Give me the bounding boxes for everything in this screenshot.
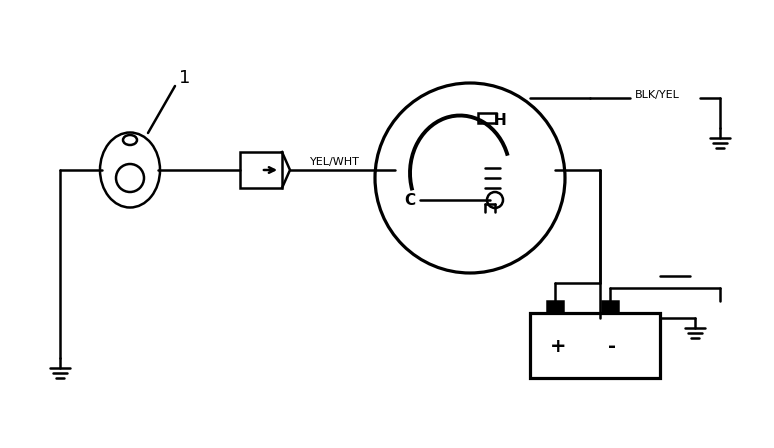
- Bar: [240, 152, 282, 188]
- Text: C: C: [405, 193, 416, 207]
- Text: H: H: [494, 112, 506, 128]
- Text: -: -: [608, 336, 616, 356]
- Text: YEL/WHT: YEL/WHT: [310, 157, 360, 167]
- Text: +: +: [550, 336, 567, 356]
- Bar: [530, 313, 660, 378]
- Text: BLK/YEL: BLK/YEL: [635, 90, 680, 100]
- Bar: [547, 301, 563, 313]
- Bar: [478, 113, 496, 123]
- Bar: [602, 301, 618, 313]
- Text: 1: 1: [180, 69, 190, 87]
